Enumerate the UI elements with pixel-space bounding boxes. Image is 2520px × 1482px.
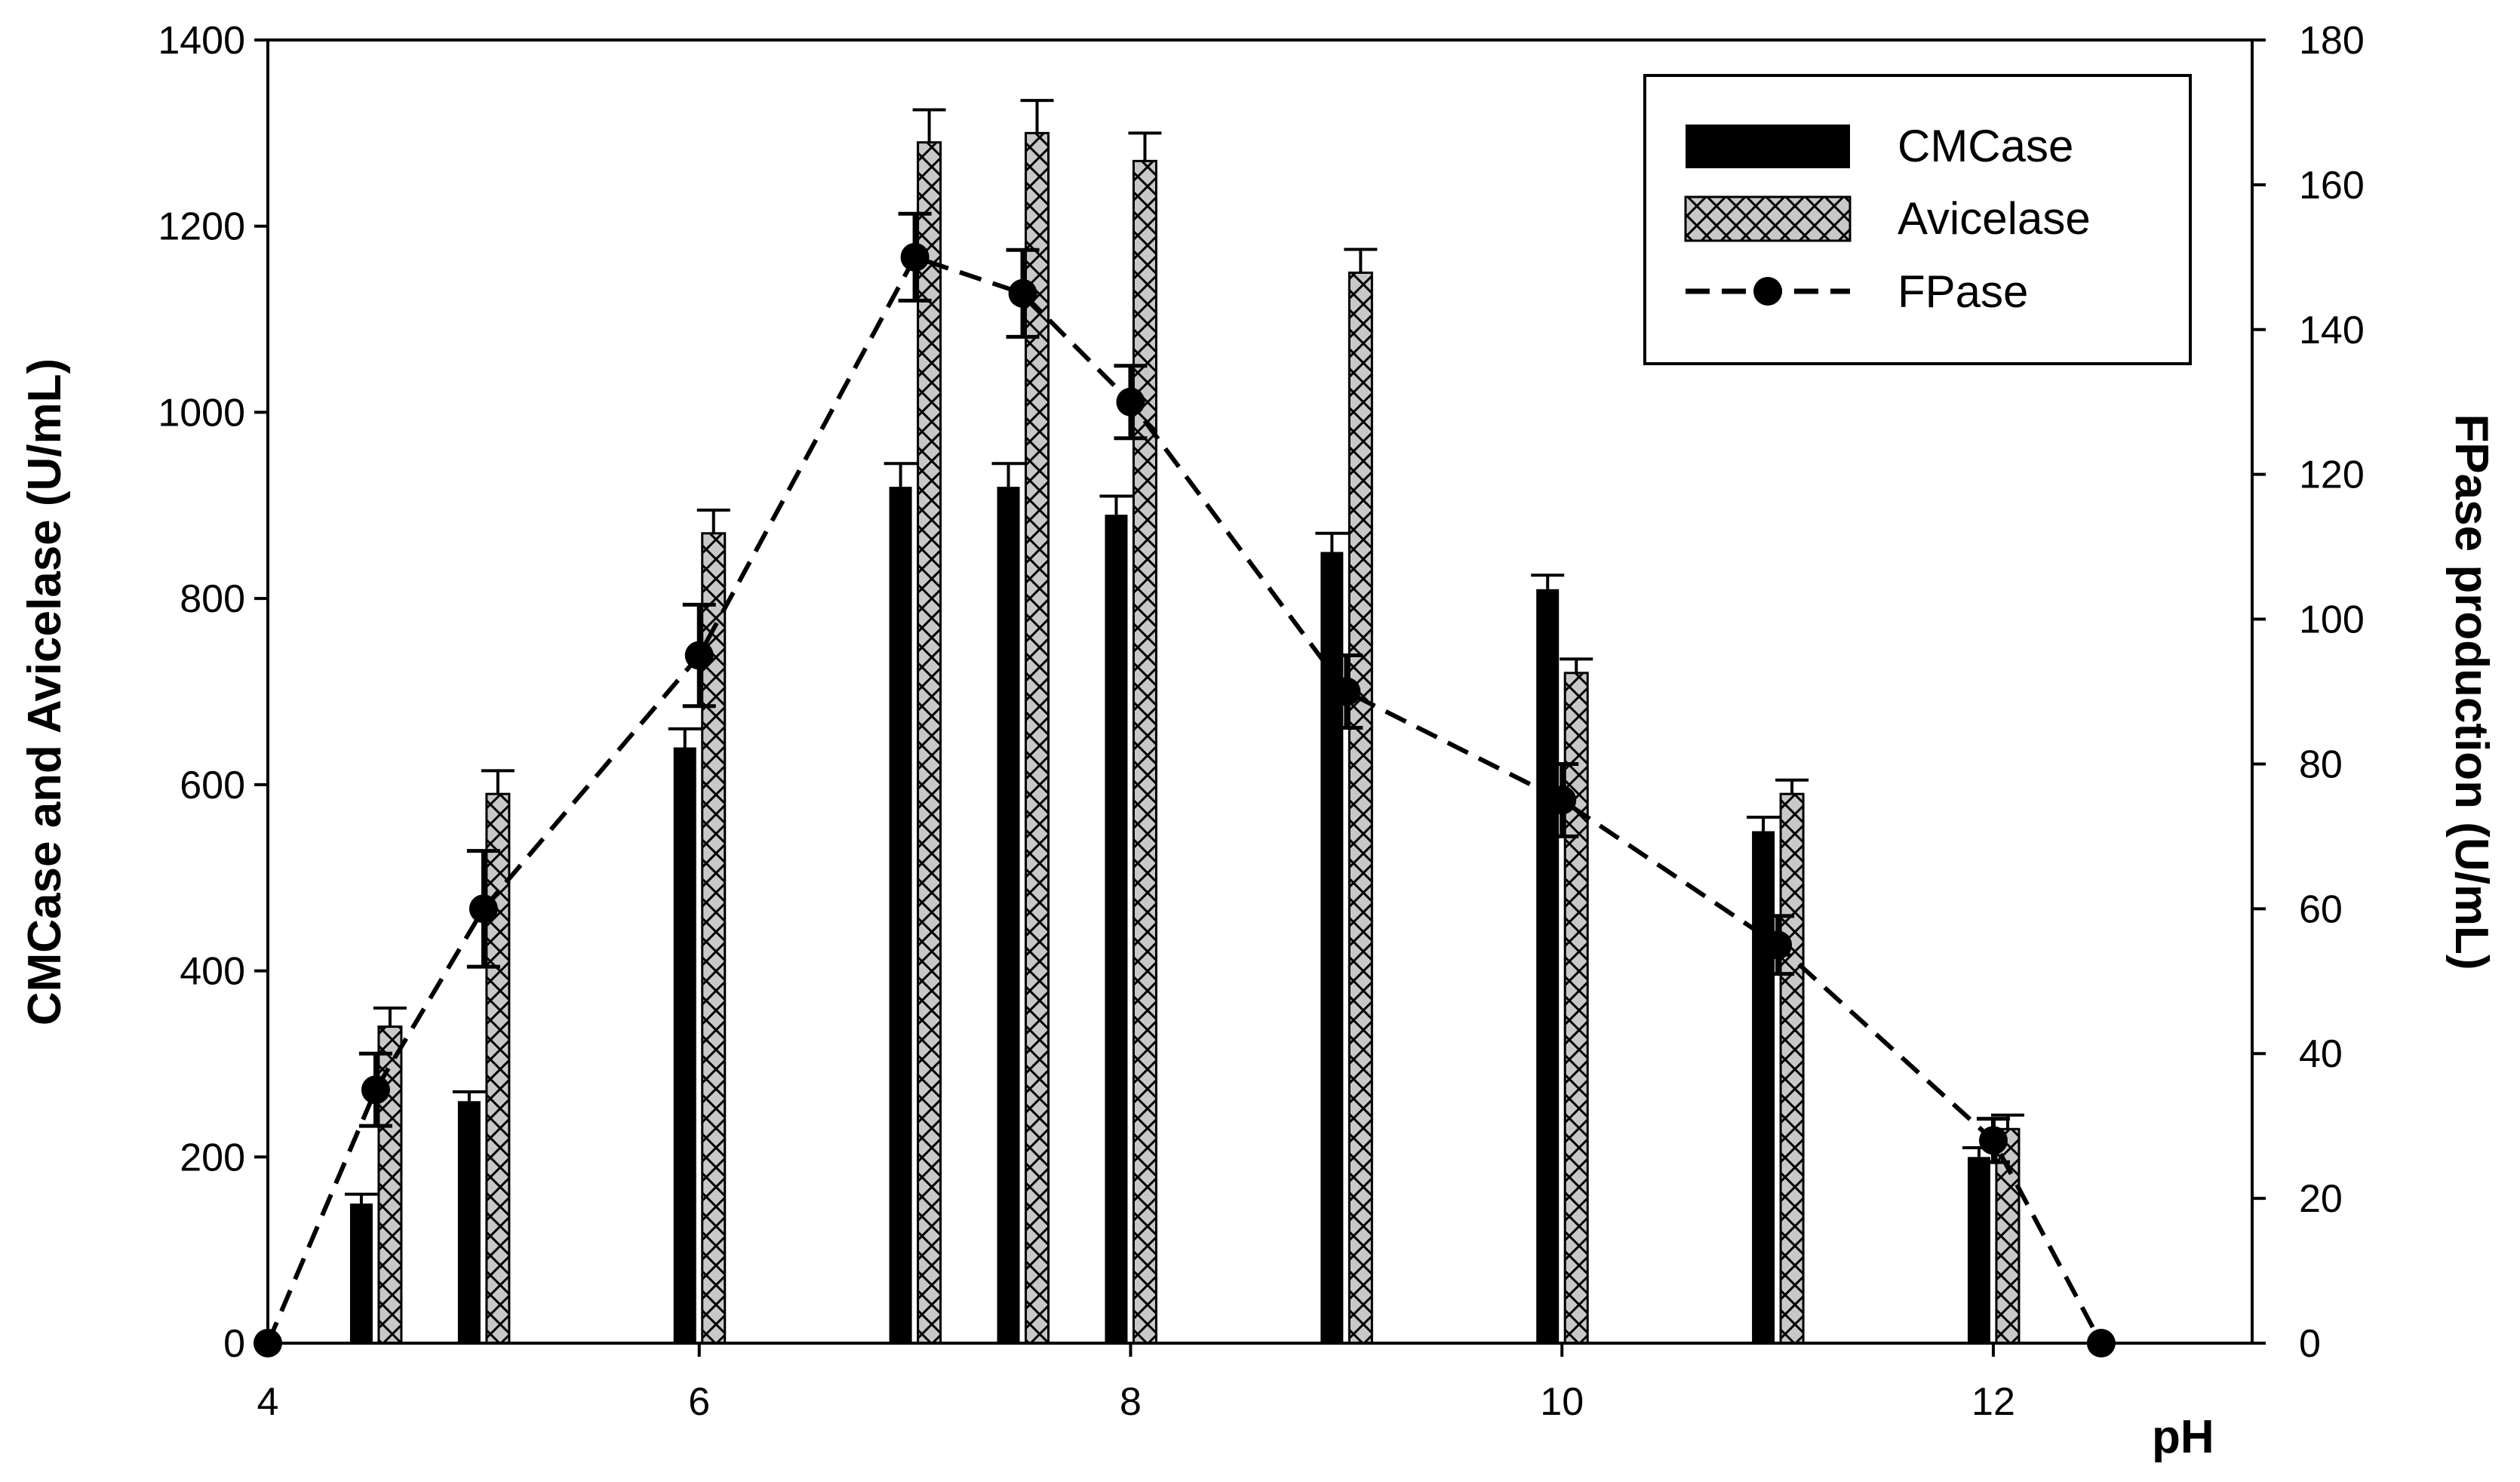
point-fpase-ph-9 — [1332, 677, 1361, 706]
fpase-line — [266, 254, 2104, 1345]
point-fpase-ph-8 — [1116, 387, 1145, 417]
y-tick-label-0: 0 — [223, 1322, 245, 1366]
bar-cmcase-ph-5 — [457, 1101, 481, 1343]
bar-cmcase-ph-7.5 — [997, 487, 1020, 1343]
y2-axis-title: FPase production (U/mL) — [2445, 414, 2497, 970]
point-fpase-ph-11 — [1763, 930, 1793, 960]
x-tick-label-8: 8 — [1120, 1380, 1142, 1424]
bar-cmcase-ph-8 — [1105, 515, 1128, 1344]
point-fpase-ph-4.5 — [361, 1075, 390, 1105]
point-fpase-ph-5 — [469, 894, 498, 924]
legend-label-cmcase: CMCase — [1898, 121, 2073, 171]
legend-label-fpase: FPase — [1898, 266, 2028, 317]
y2-tick-label-120: 120 — [2299, 454, 2365, 497]
point-fpase-ph-6 — [684, 641, 714, 670]
y2-tick-label-0: 0 — [2299, 1322, 2321, 1366]
plot-frame — [266, 38, 2254, 1345]
bar-avicelase-ph-11 — [1779, 792, 1805, 1345]
y2-tick-label-140: 140 — [2299, 309, 2365, 352]
y2-tick-label-40: 40 — [2299, 1032, 2343, 1076]
y-tick-label-600: 600 — [180, 764, 245, 807]
bar-avicelase-ph-4.5 — [377, 1025, 403, 1345]
y2-tick-label-80: 80 — [2299, 743, 2343, 786]
bar-avicelase-ph-5 — [485, 792, 511, 1345]
ticks-layer: 0 200 400 600 800 1000 1200 1400 0 20 40 60 80 100 120… — [158, 19, 2364, 1424]
x-tick-label-6: 6 — [688, 1380, 710, 1424]
x-axis-title: pH — [2152, 1411, 2214, 1463]
bar-avicelase-ph-9 — [1348, 271, 1373, 1345]
y2-tick-label-160: 160 — [2299, 164, 2365, 208]
legend-label-avicelase: Avicelase — [1898, 193, 2091, 244]
bar-avicelase-ph-6 — [701, 532, 727, 1345]
legend-marker-fpase — [1753, 277, 1782, 306]
point-fpase-ph-7.5 — [1008, 278, 1037, 308]
y2-tick-label-60: 60 — [2299, 887, 2343, 931]
bar-avicelase-ph-10 — [1563, 672, 1589, 1345]
point-fpase-ph-12 — [1978, 1126, 2008, 1155]
legend-swatch-cmcase — [1686, 125, 1850, 168]
y-tick-label-400: 400 — [180, 950, 245, 994]
y-axis-title: CMCase and Avicelase (U/mL) — [19, 358, 71, 1025]
legend: CMCase Avicelase FPase — [1643, 74, 2192, 365]
x-tick-label-10: 10 — [1540, 1380, 1584, 1424]
point-fpase-ph-7 — [900, 242, 930, 272]
bar-cmcase-ph-12 — [1967, 1157, 1990, 1343]
bar-cmcase-ph-9 — [1320, 552, 1344, 1343]
y-tick-label-800: 800 — [180, 577, 245, 621]
y-tick-label-1200: 1200 — [158, 205, 245, 249]
y-tick-label-200: 200 — [180, 1136, 245, 1179]
fpase-line-layer — [254, 211, 2116, 1357]
legend-swatch-avicelase — [1684, 195, 1852, 242]
bar-cmcase-ph-11 — [1752, 831, 1775, 1343]
bar-cmcase-ph-4.5 — [349, 1203, 373, 1343]
bar-cmcase-ph-10 — [1536, 589, 1560, 1343]
x-tick-label-12: 12 — [1971, 1380, 2015, 1424]
y2-tick-label-180: 180 — [2299, 19, 2365, 63]
x-tick-label-4: 4 — [257, 1380, 279, 1424]
y2-tick-label-20: 20 — [2299, 1177, 2343, 1221]
y2-tick-label-100: 100 — [2299, 598, 2365, 642]
bar-avicelase-ph-7 — [917, 141, 942, 1345]
bar-avicelase-ph-7.5 — [1025, 131, 1050, 1345]
y-tick-label-1000: 1000 — [158, 391, 245, 435]
y-tick-label-1400: 1400 — [158, 19, 245, 63]
bar-avicelase-ph-8 — [1132, 159, 1157, 1345]
bar-cmcase-ph-7 — [889, 487, 912, 1343]
point-fpase-ph-10 — [1547, 786, 1577, 815]
bar-cmcase-ph-6 — [673, 747, 696, 1343]
